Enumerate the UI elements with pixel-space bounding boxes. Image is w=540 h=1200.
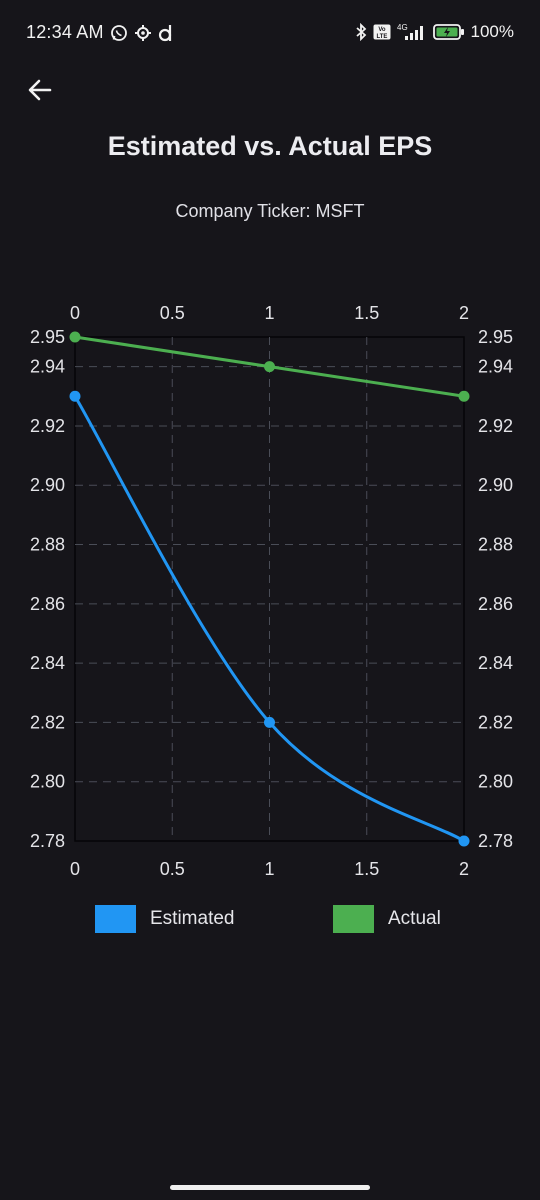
home-indicator [170,1185,370,1190]
data-point-estimated [69,390,81,402]
arrow-left-icon [26,76,54,109]
legend-label-estimated: Estimated [150,908,235,929]
y-tick-label-right: 2.92 [478,416,513,436]
chart-legend: Estimated Actual [0,905,540,945]
x-tick-label-bottom: 0.5 [160,859,185,879]
y-tick-label-right: 2.84 [478,653,513,673]
legend-label-actual: Actual [388,908,441,929]
y-tick-label-right: 2.95 [478,327,513,347]
y-tick-label-left: 2.78 [30,831,65,851]
y-tick-label-left: 2.88 [30,535,65,555]
x-tick-label-top: 0.5 [160,303,185,323]
data-point-actual [69,331,81,343]
series-line-estimated [73,395,465,843]
status-bar: 12:34 AM Vo LTE 4G 100% [0,0,540,66]
y-tick-label-right: 2.80 [478,772,513,792]
volte-icon: Vo LTE [373,24,391,40]
y-tick-label-left: 2.94 [30,357,65,377]
status-time: 12:34 AM [26,22,104,42]
data-point-actual [264,361,275,373]
x-tick-label-bottom: 0 [70,859,80,879]
x-tick-label-bottom: 1.5 [354,859,379,879]
y-tick-label-left: 2.80 [30,772,65,792]
x-tick-label-top: 0 [70,303,80,323]
data-point-estimated [458,835,470,847]
page-subtitle: Company Ticker: MSFT [175,201,365,221]
y-tick-label-right: 2.88 [478,535,513,555]
data-point-actual [458,390,470,402]
eps-line-chart: 2.95 2.95 2.94 2.94 2.92 2.92 2.90 2.90 2.88 2.88… [30,303,513,879]
y-tick-label-left: 2.86 [30,594,65,614]
y-tick-label-left: 2.92 [30,416,65,436]
settings-gear-icon [134,24,152,42]
x-tick-label-top: 2 [459,303,469,323]
bluetooth-icon [355,23,367,41]
svg-text:LTE: LTE [376,34,387,40]
d-app-icon [158,24,174,42]
x-tick-label-bottom: 1 [264,859,274,879]
page-title: Estimated vs. Actual EPS [107,131,433,161]
y-tick-label-left: 2.82 [30,712,65,732]
back-button[interactable] [22,74,58,110]
y-tick-label-right: 2.90 [478,475,513,495]
y-tick-label-right: 2.86 [478,594,513,614]
battery-charging-icon [432,23,465,41]
x-tick-label-bottom: 2 [459,859,469,879]
battery-percentage: 100% [470,22,514,41]
legend-swatch-actual [333,905,374,933]
signal-4g-icon: 4G [397,23,427,41]
legend-swatch-estimated [95,905,136,933]
y-tick-label-right: 2.82 [478,712,513,732]
legend-item-estimated: Estimated [95,905,234,933]
y-tick-label-left: 2.95 [30,327,65,347]
x-tick-label-top: 1 [264,303,274,323]
data-point-estimated [264,716,275,728]
y-tick-label-right: 2.94 [478,357,513,377]
y-tick-label-left: 2.84 [30,653,65,673]
x-tick-label-top: 1.5 [354,303,379,323]
y-tick-label-left: 2.90 [30,475,65,495]
whatsapp-icon [110,24,128,42]
y-tick-label-right: 2.78 [478,831,513,851]
svg-text:4G: 4G [397,23,408,32]
svg-text:Vo: Vo [378,27,386,33]
legend-item-actual: Actual [333,905,441,933]
